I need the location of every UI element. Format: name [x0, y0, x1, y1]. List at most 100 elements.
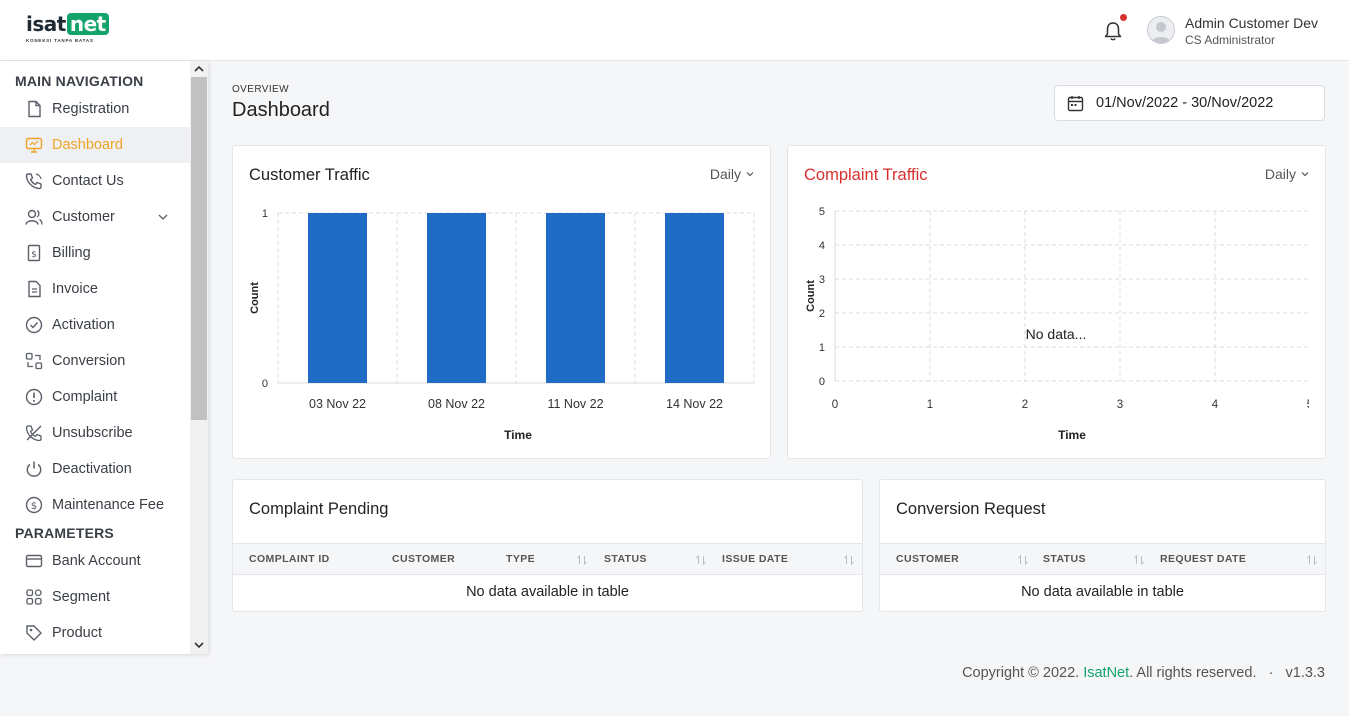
empty-table-message: No data available in table: [1021, 584, 1184, 600]
sidebar-item-conversion[interactable]: Conversion: [0, 343, 190, 379]
sidebar-item-product[interactable]: Product: [0, 615, 190, 651]
logo-text-net: net: [66, 13, 109, 35]
section-main-navigation: MAIN NAVIGATION: [15, 73, 144, 89]
footer-copyright: Copyright © 2022.: [962, 665, 1080, 681]
sidebar-item-label: Product: [52, 625, 102, 641]
scroll-down-icon[interactable]: [193, 639, 205, 651]
dollar-circle-icon: $: [25, 496, 43, 514]
sidebar-item-deactivation[interactable]: Deactivation: [0, 451, 190, 487]
sidebar-item-label: Complaint: [52, 389, 118, 405]
chevron-down-icon: [746, 172, 754, 177]
sidebar-item-billing[interactable]: $ Billing: [0, 235, 190, 271]
customer-traffic-period-dropdown[interactable]: Daily: [710, 166, 754, 182]
customer-traffic-card: Customer Traffic Daily 0 1 03 Nov 22 08 Nov…: [232, 145, 771, 459]
scroll-up-icon[interactable]: [193, 63, 205, 75]
footer-version: v1.3.3: [1285, 665, 1326, 681]
phone-icon: [25, 173, 42, 190]
sort-icon[interactable]: [695, 554, 707, 566]
y-tick-label: 2: [819, 308, 825, 320]
check-circle-icon: [25, 316, 43, 334]
sidebar-item-segment[interactable]: Segment: [0, 579, 190, 615]
y-tick-label: 1: [262, 208, 268, 220]
notification-dot: [1120, 14, 1127, 21]
conversion-request-title: Conversion Request: [896, 500, 1046, 518]
column-header[interactable]: COMPLAINT ID: [249, 553, 330, 565]
sort-icon[interactable]: [1017, 554, 1029, 566]
sidebar-item-label: Registration: [52, 101, 130, 117]
sort-icon[interactable]: [576, 554, 588, 566]
monitor-icon: [25, 137, 43, 153]
x-tick-label: 3: [1117, 399, 1123, 411]
sidebar-item-label: Bank Account: [52, 553, 141, 569]
sidebar-item-label: Activation: [52, 317, 115, 333]
column-header[interactable]: CUSTOMER: [896, 553, 960, 565]
sidebar-item-dashboard[interactable]: Dashboard: [0, 127, 190, 163]
sidebar-item-label: Deactivation: [52, 461, 132, 477]
date-range-picker[interactable]: 01/Nov/2022 - 30/Nov/2022: [1054, 85, 1325, 121]
sidebar-item-bank-account[interactable]: Bank Account: [0, 543, 190, 579]
y-axis-title: Count: [249, 282, 261, 314]
y-tick-label: 1: [819, 342, 825, 354]
y-tick-label: 0: [262, 378, 268, 390]
chevron-down-icon: [1301, 172, 1309, 177]
column-header[interactable]: TYPE: [506, 553, 536, 565]
sidebar-item-activation[interactable]: Activation: [0, 307, 190, 343]
y-tick-label: 3: [819, 274, 825, 286]
x-tick-label: 1: [927, 399, 933, 411]
x-tick-label: 03 Nov 22: [309, 397, 366, 411]
y-tick-label: 4: [819, 240, 825, 252]
sidebar-item-unsubscribe[interactable]: Unsubscribe: [0, 415, 190, 451]
column-header[interactable]: REQUEST DATE: [1160, 553, 1247, 565]
footer-brand-link[interactable]: IsatNet: [1083, 665, 1130, 681]
sidebar-item-contact-us[interactable]: Contact Us: [0, 163, 190, 199]
svg-text:$: $: [31, 501, 37, 512]
sidebar-item-label: Dashboard: [52, 137, 123, 153]
empty-table-message: No data available in table: [466, 584, 629, 600]
svg-text:$: $: [31, 250, 37, 260]
sidebar: MAIN NAVIGATION Registration Dashboard C…: [0, 61, 208, 654]
bar: [427, 213, 486, 383]
sidebar-item-registration[interactable]: Registration: [0, 91, 190, 127]
notification-bell-icon[interactable]: [1103, 20, 1123, 42]
sort-icon[interactable]: [843, 554, 855, 566]
column-header[interactable]: ISSUE DATE: [722, 553, 789, 565]
date-range-value: 01/Nov/2022 - 30/Nov/2022: [1096, 95, 1274, 111]
sidebar-item-label: Contact Us: [52, 173, 124, 189]
column-header[interactable]: CUSTOMER: [392, 553, 456, 565]
chart-edge-mask: [1309, 391, 1325, 413]
sort-icon[interactable]: [1306, 554, 1318, 566]
bar: [546, 213, 605, 383]
customer-traffic-chart: 0 1 03 Nov 22 08 Nov 22 11 Nov 22 14 Nov 22 Ti…: [249, 208, 755, 442]
no-data-label: No data...: [1026, 326, 1087, 342]
phone-off-icon: [25, 425, 42, 442]
sidebar-item-label: Customer: [52, 209, 115, 225]
avatar[interactable]: [1147, 16, 1175, 44]
sidebar-item-invoice[interactable]: Invoice: [0, 271, 190, 307]
chevron-down-icon[interactable]: [157, 212, 169, 222]
sidebar-item-label: Billing: [52, 245, 91, 261]
sidebar-item-customer[interactable]: Customer: [0, 199, 190, 235]
conversion-request-card: Conversion Request CUSTOMER STATUS REQUE…: [879, 479, 1326, 612]
conversion-icon: [25, 352, 43, 370]
sidebar-item-complaint[interactable]: Complaint: [0, 379, 190, 415]
sort-icon[interactable]: [1133, 554, 1145, 566]
scroll-thumb[interactable]: [191, 77, 207, 420]
users-icon: [25, 209, 43, 225]
logo-tagline: KONEKSI TANPA BATAS: [26, 38, 94, 43]
bar: [665, 213, 724, 383]
complaint-traffic-period-dropdown[interactable]: Daily: [1265, 166, 1309, 182]
sidebar-scrollbar[interactable]: [190, 61, 208, 654]
user-avatar-icon: [1151, 22, 1171, 43]
y-tick-label: 5: [819, 206, 825, 218]
period-label: Daily: [709, 166, 741, 182]
user-name[interactable]: Admin Customer Dev: [1185, 15, 1319, 31]
isatnet-logo[interactable]: isat net KONEKSI TANPA BATAS: [26, 12, 109, 43]
period-label: Daily: [1264, 166, 1296, 182]
column-header[interactable]: STATUS: [604, 553, 647, 565]
column-header[interactable]: STATUS: [1043, 553, 1086, 565]
sidebar-item-maintenance-fee[interactable]: $ Maintenance Fee: [0, 487, 190, 523]
bar: [308, 213, 367, 383]
user-role: CS Administrator: [1185, 33, 1276, 47]
sidebar-item-label: Conversion: [52, 353, 126, 369]
